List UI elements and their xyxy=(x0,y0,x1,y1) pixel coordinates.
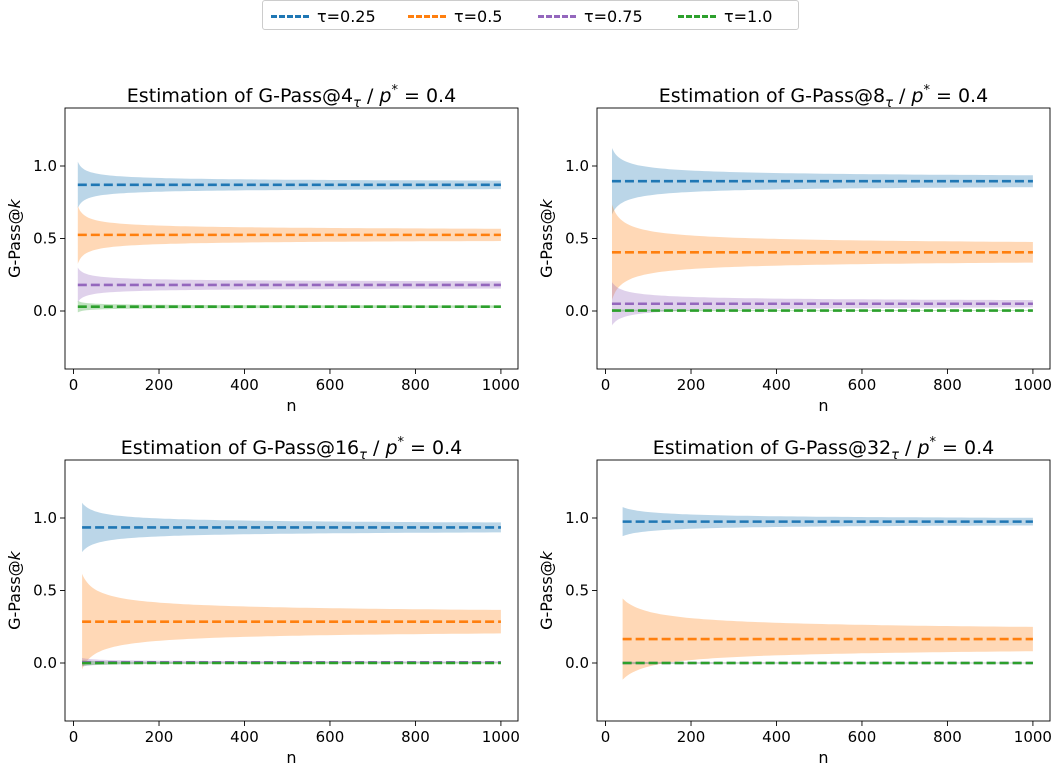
x-tick-label: 200 xyxy=(145,728,174,746)
x-tick-label: 0 xyxy=(69,728,79,746)
x-axis-label: n xyxy=(818,748,828,767)
x-tick-label: 200 xyxy=(145,376,174,394)
x-tick-label: 800 xyxy=(933,728,962,746)
x-tick-label: 1000 xyxy=(1014,376,1052,394)
y-tick-label: 0.5 xyxy=(565,582,589,600)
legend-item-tau-0.75: τ=0.75 xyxy=(538,5,643,27)
x-tick-label: 400 xyxy=(230,728,259,746)
x-axis-label: n xyxy=(818,396,828,415)
legend: τ=0.25 τ=0.5 τ=0.75 τ=1.0 xyxy=(262,0,799,30)
axes-frame xyxy=(596,459,1051,722)
legend-label: τ=0.75 xyxy=(584,6,643,26)
band-1 xyxy=(622,598,1033,680)
legend-label: τ=1.0 xyxy=(724,6,773,26)
band-2 xyxy=(622,661,1033,665)
y-axis-label: G-Pass@k xyxy=(537,198,556,278)
x-tick-label: 400 xyxy=(762,376,791,394)
chart-title: Estimation of G-Pass@8τ / p* = 0.4 xyxy=(659,83,988,111)
chart-title: Estimation of G-Pass@16τ / p* = 0.4 xyxy=(121,435,462,463)
x-tick-label: 800 xyxy=(401,728,430,746)
x-tick-label: 200 xyxy=(677,376,706,394)
x-tick-label: 1000 xyxy=(482,728,520,746)
legend-swatch xyxy=(408,14,446,18)
y-axis-label: G-Pass@k xyxy=(5,198,24,278)
y-tick-label: 1.0 xyxy=(33,509,57,527)
y-tick-label: 0.5 xyxy=(33,230,57,248)
y-tick-label: 0.0 xyxy=(565,654,589,672)
x-tick-label: 800 xyxy=(401,376,430,394)
x-tick-label: 600 xyxy=(316,376,345,394)
chart-title: Estimation of G-Pass@4τ / p* = 0.4 xyxy=(127,83,456,111)
legend-swatch xyxy=(678,14,716,18)
y-tick-label: 0.0 xyxy=(33,654,57,672)
y-tick-label: 1.0 xyxy=(565,157,589,175)
legend-label: τ=0.5 xyxy=(454,6,503,26)
legend-swatch xyxy=(538,14,576,18)
y-axis-label: G-Pass@k xyxy=(537,550,556,630)
x-axis-label: n xyxy=(286,748,296,767)
subplot-1: 0 200 400 600 800 1000 0.0 0.5 1.0 n G-Pass@k Estim… xyxy=(5,83,520,415)
legend-item-tau-0.5: τ=0.5 xyxy=(408,5,502,27)
legend-item-tau-0.25: τ=0.25 xyxy=(271,5,376,27)
y-tick-label: 1.0 xyxy=(565,509,589,527)
band-3 xyxy=(622,662,1033,664)
x-tick-label: 600 xyxy=(848,728,877,746)
x-tick-label: 600 xyxy=(316,728,345,746)
x-tick-label: 400 xyxy=(762,728,791,746)
x-axis-label: n xyxy=(286,396,296,415)
chart-title: Estimation of G-Pass@32τ / p* = 0.4 xyxy=(653,435,994,463)
y-tick-label: 1.0 xyxy=(33,157,57,175)
axes-frame xyxy=(64,459,519,722)
y-tick-label: 0.0 xyxy=(33,302,57,320)
x-tick-label: 0 xyxy=(601,728,611,746)
x-tick-label: 800 xyxy=(933,376,962,394)
subplot-4: 0 200 400 600 800 1000 0.0 0.5 1.0 n G-Pass@k Estim… xyxy=(537,435,1052,767)
x-tick-label: 0 xyxy=(69,376,79,394)
y-tick-label: 0.0 xyxy=(565,302,589,320)
x-tick-label: 1000 xyxy=(1014,728,1052,746)
subplot-3: 0 200 400 600 800 1000 0.0 0.5 1.0 n G-Pass@k Estim… xyxy=(5,435,520,767)
x-tick-label: 600 xyxy=(848,376,877,394)
band-0 xyxy=(622,507,1033,537)
x-tick-label: 1000 xyxy=(482,376,520,394)
y-axis-label: G-Pass@k xyxy=(5,550,24,630)
legend-label: τ=0.25 xyxy=(317,6,376,26)
subplot-2: 0 200 400 600 800 1000 0.0 0.5 1.0 n G-Pass@k Estim… xyxy=(537,83,1052,415)
legend-item-tau-1.0: τ=1.0 xyxy=(678,5,772,27)
y-tick-label: 0.5 xyxy=(33,582,57,600)
legend-swatch xyxy=(271,14,309,18)
x-tick-label: 400 xyxy=(230,376,259,394)
x-tick-label: 0 xyxy=(601,376,611,394)
x-tick-label: 200 xyxy=(677,728,706,746)
y-tick-label: 0.5 xyxy=(565,230,589,248)
